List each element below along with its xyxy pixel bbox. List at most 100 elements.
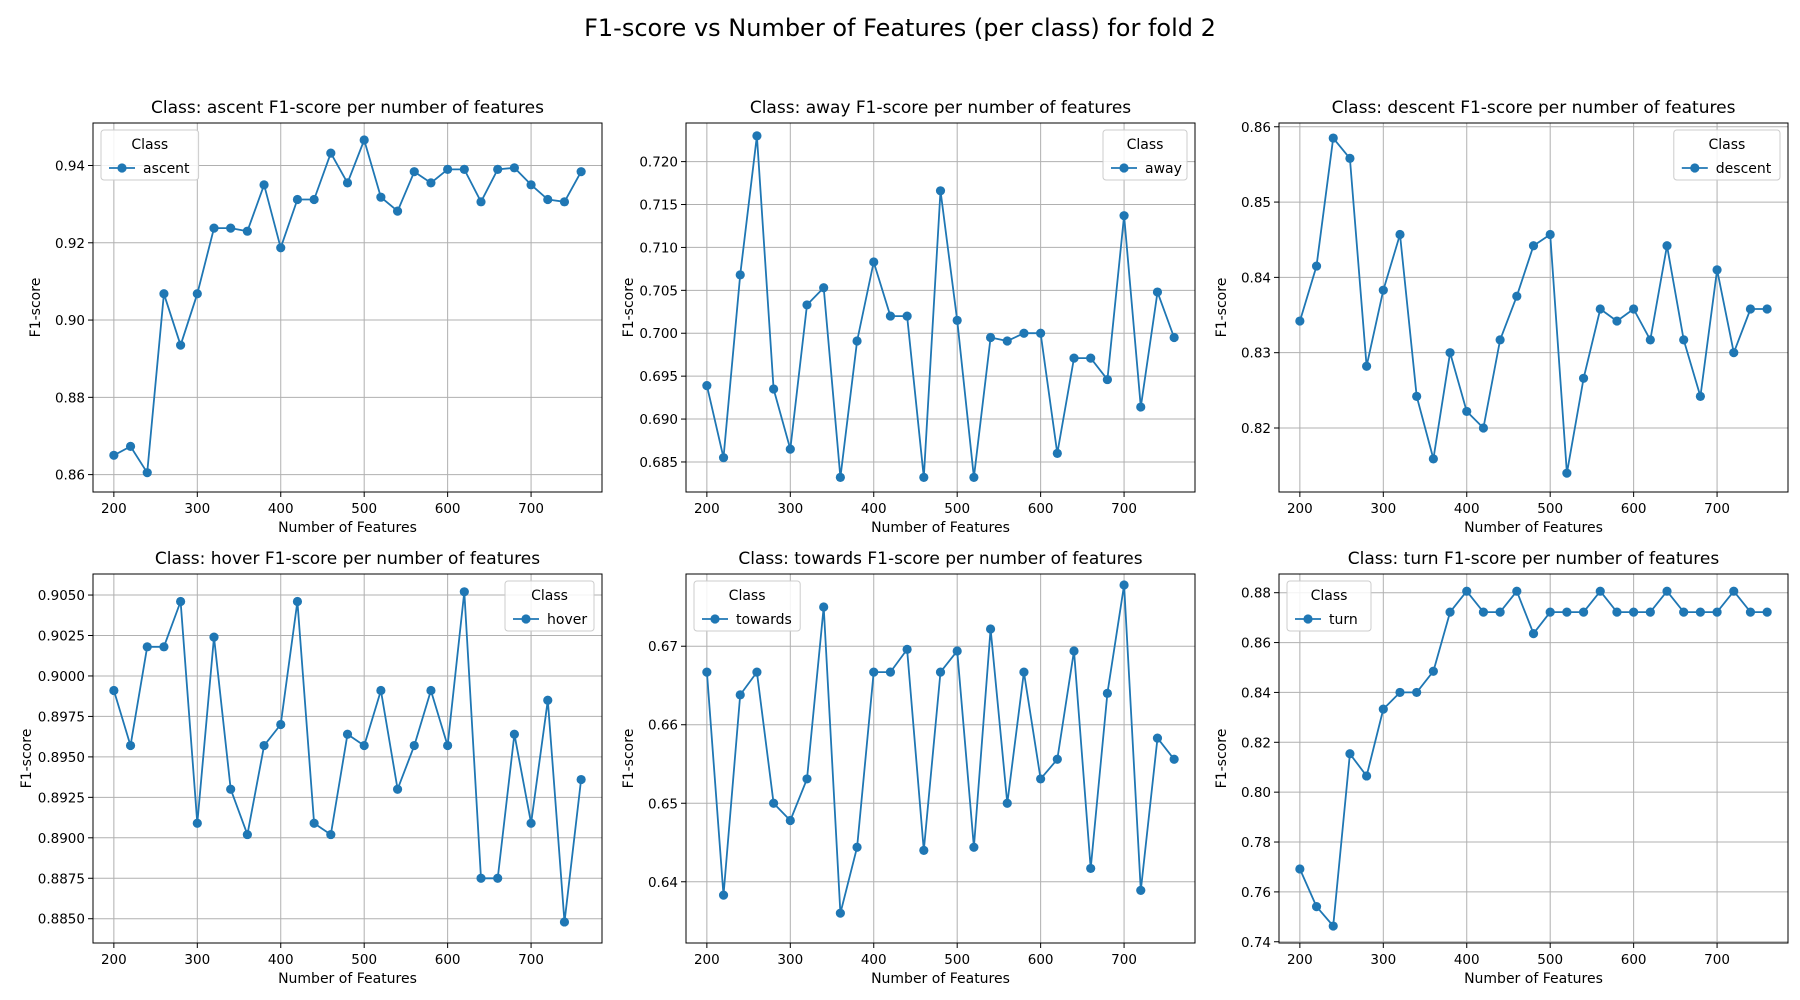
data-point	[559, 917, 570, 927]
legend-title: Class	[131, 137, 168, 153]
x-tick-label: 200	[101, 501, 127, 517]
data-point	[1612, 607, 1622, 617]
x-tick-label: 300	[777, 501, 803, 517]
y-axis-label: F1-score	[621, 729, 637, 789]
data-point	[1036, 774, 1046, 784]
y-tick-label: 0.64	[648, 875, 678, 891]
data-point	[802, 300, 812, 310]
data-point	[819, 602, 829, 612]
subplot-title: Class: away F1-score per number of featu…	[750, 98, 1131, 118]
data-point	[752, 667, 762, 677]
data-point	[802, 774, 812, 784]
data-point	[509, 163, 519, 173]
y-tick-label: 0.695	[639, 369, 678, 385]
x-tick-label: 700	[1111, 501, 1137, 517]
data-point	[1729, 348, 1739, 358]
data-point	[1311, 261, 1322, 271]
x-tick-label: 400	[268, 501, 294, 517]
data-point	[526, 180, 536, 190]
x-tick-label: 500	[351, 952, 377, 968]
y-tick-label: 0.88	[55, 390, 85, 406]
subplot-title: Class: turn F1-score per number of featu…	[1348, 549, 1720, 569]
legend: Class hover	[504, 580, 595, 632]
data-point	[576, 167, 586, 177]
data-point	[109, 685, 119, 696]
x-axis-label: Number of Features	[278, 520, 417, 536]
legend-marker	[1303, 614, 1313, 624]
y-tick-label: 0.8950	[38, 750, 85, 766]
data-point	[1629, 607, 1639, 617]
x-tick-label: 500	[1537, 501, 1563, 517]
data-point	[1412, 687, 1422, 698]
data-point	[919, 472, 929, 483]
data-point	[1395, 687, 1405, 698]
y-tick-label: 0.86	[1241, 120, 1271, 136]
gridlines	[1279, 123, 1788, 492]
legend-marker	[521, 614, 531, 624]
data-point	[1152, 287, 1163, 297]
subplot-towards: 200 300 400 500 600 700 0.64 0.65 0.66 0.67 Class:…	[621, 549, 1196, 987]
subplot-hover: 200 300 400 500 600 700 0.8850 0.8875 0.8900 0.89…	[19, 549, 603, 987]
data-point	[476, 873, 486, 883]
y-tick-label: 0.9025	[38, 629, 85, 645]
data-point	[359, 740, 369, 751]
y-axis-label: F1-score	[19, 729, 35, 789]
legend-title: Class	[1311, 588, 1348, 604]
data-point	[969, 842, 979, 852]
data-point	[985, 624, 996, 634]
data-point	[1428, 666, 1438, 676]
legend: Class away	[1102, 129, 1188, 181]
x-tick-label: 700	[1111, 952, 1137, 968]
x-tick-label: 200	[1287, 501, 1313, 517]
data-point	[509, 729, 519, 739]
data-point	[1102, 688, 1112, 698]
x-tick-label: 600	[435, 952, 461, 968]
data-point	[309, 194, 319, 205]
data-point	[952, 646, 962, 656]
data-point	[476, 197, 486, 207]
subplot-turn: 200 300 400 500 600 700 0.74 0.76 0.78 0.80 0.82 0.…	[1214, 549, 1789, 987]
data-point	[1152, 733, 1163, 743]
y-tick-label: 0.86	[55, 468, 85, 484]
data-point	[1019, 328, 1029, 338]
data-point	[409, 740, 419, 751]
data-point	[1036, 328, 1046, 338]
legend: Class descent	[1673, 129, 1781, 181]
data-point	[735, 270, 745, 280]
data-point	[1378, 704, 1388, 714]
data-point	[292, 194, 303, 205]
data-point	[359, 135, 369, 145]
data-point	[242, 226, 252, 236]
data-point	[1528, 241, 1539, 251]
y-tick-label: 0.86	[1241, 636, 1271, 652]
x-tick-label: 500	[944, 501, 970, 517]
x-tick-label: 300	[184, 501, 210, 517]
y-tick-label: 0.67	[648, 639, 678, 655]
data-point	[869, 667, 879, 677]
x-tick-label: 300	[184, 952, 210, 968]
gridlines	[686, 123, 1195, 492]
y-tick-label: 0.94	[55, 159, 85, 175]
data-point	[443, 164, 453, 174]
data-point	[1478, 423, 1489, 433]
axes-frame	[685, 573, 1196, 944]
data-point	[1345, 749, 1355, 759]
data-point	[869, 257, 879, 267]
data-point	[852, 336, 862, 346]
data-point	[702, 380, 712, 391]
data-point	[376, 685, 386, 696]
x-tick-label: 400	[1454, 952, 1480, 968]
data-point	[342, 729, 353, 739]
data-point	[309, 818, 319, 828]
y-tick-label: 0.8925	[38, 790, 85, 806]
data-point	[1495, 335, 1505, 345]
x-tick-label: 300	[1370, 952, 1396, 968]
data-point	[493, 164, 503, 174]
y-axis-label: F1-score	[28, 278, 44, 338]
legend-entry: away	[1145, 161, 1182, 177]
y-tick-label: 0.705	[639, 283, 678, 299]
figure-title: F1-score vs Number of Features (per clas…	[584, 14, 1216, 42]
data-point	[176, 596, 186, 607]
data-point	[342, 178, 353, 188]
